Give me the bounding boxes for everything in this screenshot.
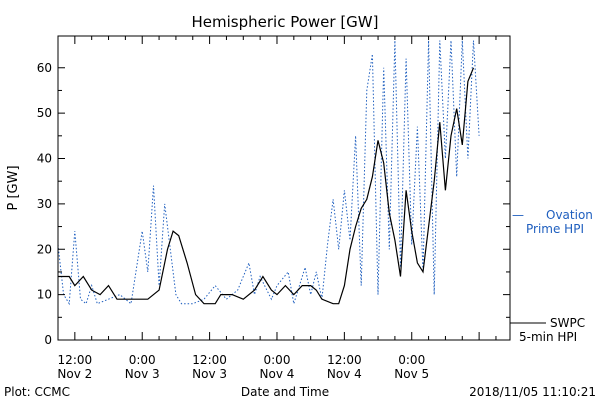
footer-plot-source: Plot: CCMC — [4, 385, 70, 399]
x-tick-time-2: 12:00 — [192, 353, 227, 367]
y-tick-label-1: 10 — [37, 288, 52, 302]
y-tick-label-4: 40 — [37, 152, 52, 166]
chart-title: Hemispheric Power [GW] — [192, 13, 379, 31]
x-tick-time-5: 0:00 — [398, 353, 425, 367]
legend: — Ovation Prime HPI SWPC 5-min HPI — [510, 208, 593, 344]
series-line-ovation-prime — [57, 40, 480, 306]
x-tick-time-4: 12:00 — [327, 353, 362, 367]
footer-timestamp: 2018/11/05 11:10:21 — [469, 385, 596, 399]
x-tick-time-3: 0:00 — [264, 353, 291, 367]
legend-swpc-line2: 5-min HPI — [519, 330, 577, 344]
x-tick-date-5: Nov 5 — [394, 367, 429, 381]
x-tick-date-2: Nov 3 — [192, 367, 227, 381]
series-line-swpc — [58, 67, 475, 305]
x-tick-date-4: Nov 4 — [327, 367, 362, 381]
legend-ovation-marker: — — [512, 208, 524, 222]
y-tick-label-0: 0 — [44, 333, 52, 347]
series-layer — [57, 40, 480, 306]
y-axis-ticks: 0 10 20 30 40 50 60 — [37, 61, 510, 347]
x-tick-time-0: 12:00 — [58, 353, 93, 367]
y-tick-label-5: 50 — [37, 106, 52, 120]
x-tick-date-1: Nov 3 — [125, 367, 160, 381]
y-tick-label-2: 20 — [37, 242, 52, 256]
legend-ovation-line1: Ovation — [546, 208, 593, 222]
legend-ovation-line2: Prime HPI — [526, 222, 584, 236]
x-tick-date-0: Nov 2 — [57, 367, 92, 381]
plot-area — [57, 35, 511, 341]
y-tick-label-6: 60 — [37, 61, 52, 75]
x-axis-label: Date and Time — [241, 385, 329, 399]
x-tick-time-1: 0:00 — [129, 353, 156, 367]
plot-frame — [57, 35, 511, 341]
legend-swpc-line1: SWPC — [550, 316, 585, 330]
x-tick-date-3: Nov 4 — [260, 367, 295, 381]
y-axis-label: P [GW] — [6, 165, 21, 210]
y-tick-label-3: 30 — [37, 197, 52, 211]
